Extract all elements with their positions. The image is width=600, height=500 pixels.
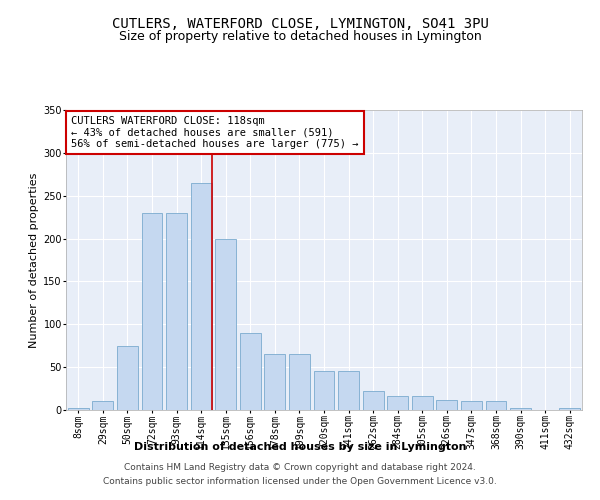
Y-axis label: Number of detached properties: Number of detached properties bbox=[29, 172, 39, 348]
Bar bbox=[265, 354, 286, 410]
Bar bbox=[142, 213, 163, 410]
Text: Distribution of detached houses by size in Lymington: Distribution of detached houses by size … bbox=[134, 442, 466, 452]
Bar bbox=[191, 183, 212, 410]
Bar bbox=[412, 396, 433, 410]
Bar bbox=[338, 372, 359, 410]
Bar bbox=[314, 372, 334, 410]
Text: Contains public sector information licensed under the Open Government Licence v3: Contains public sector information licen… bbox=[103, 477, 497, 486]
Bar bbox=[68, 408, 89, 410]
Bar bbox=[362, 391, 383, 410]
Text: CUTLERS WATERFORD CLOSE: 118sqm
← 43% of detached houses are smaller (591)
56% o: CUTLERS WATERFORD CLOSE: 118sqm ← 43% of… bbox=[71, 116, 359, 149]
Text: Size of property relative to detached houses in Lymington: Size of property relative to detached ho… bbox=[119, 30, 481, 43]
Bar bbox=[387, 396, 408, 410]
Bar bbox=[559, 408, 580, 410]
Bar bbox=[289, 354, 310, 410]
Text: CUTLERS, WATERFORD CLOSE, LYMINGTON, SO41 3PU: CUTLERS, WATERFORD CLOSE, LYMINGTON, SO4… bbox=[112, 18, 488, 32]
Bar bbox=[240, 333, 261, 410]
Bar bbox=[510, 408, 531, 410]
Bar bbox=[215, 238, 236, 410]
Bar bbox=[485, 402, 506, 410]
Bar bbox=[92, 402, 113, 410]
Bar bbox=[117, 346, 138, 410]
Bar bbox=[461, 402, 482, 410]
Bar bbox=[166, 213, 187, 410]
Text: Contains HM Land Registry data © Crown copyright and database right 2024.: Contains HM Land Registry data © Crown c… bbox=[124, 464, 476, 472]
Bar bbox=[436, 400, 457, 410]
